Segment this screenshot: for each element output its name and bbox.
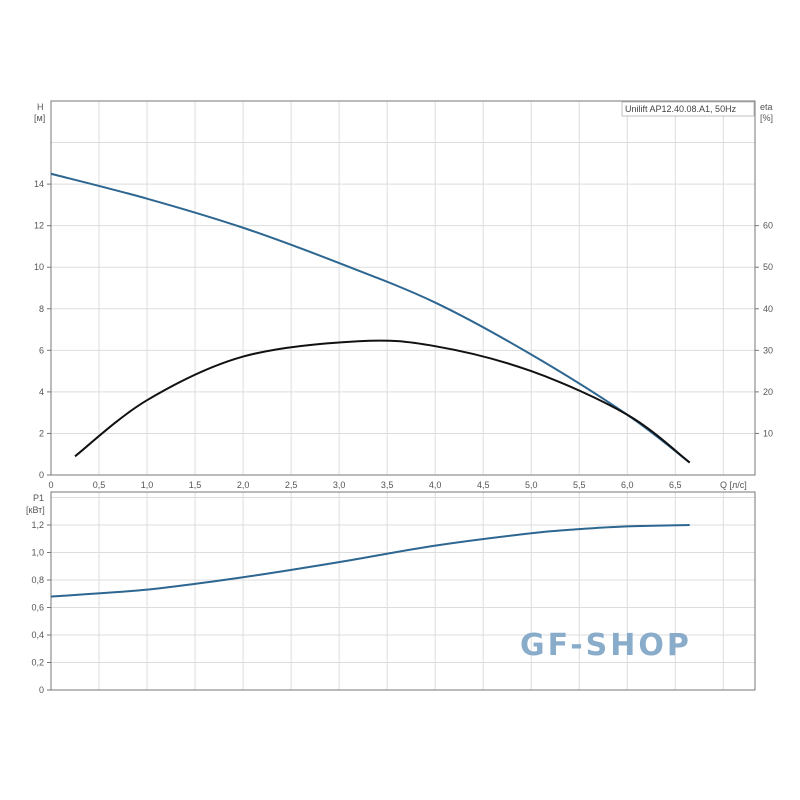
eta-curve xyxy=(74,339,691,464)
y-tick-label: 12 xyxy=(34,221,44,231)
y2-label: eta xyxy=(760,102,773,112)
p-unit: [кВт] xyxy=(26,505,45,515)
y-tick-label: 1,2 xyxy=(31,520,44,530)
chart-title: Unilift AP12.40.08.A1, 50Hz xyxy=(625,104,737,114)
y2-tick-label: 30 xyxy=(763,345,773,355)
y2-unit: [%] xyxy=(760,113,773,123)
H-curve xyxy=(50,172,691,464)
plot-frame xyxy=(50,491,756,691)
x-tick-label: 3,0 xyxy=(333,480,346,490)
x-tick-label: 4,0 xyxy=(429,480,442,490)
y2-tick-label: 60 xyxy=(763,221,773,231)
power-curve xyxy=(50,524,690,598)
watermark: GF-SHOP xyxy=(520,628,692,663)
x-tick-label: 5,0 xyxy=(525,480,538,490)
p-label: P1 xyxy=(33,493,44,503)
y-label: H xyxy=(37,102,44,112)
x-tick-label: 1,0 xyxy=(141,480,154,490)
x-tick-label: 5,5 xyxy=(573,480,586,490)
plot-frame xyxy=(50,100,756,476)
legend-box xyxy=(621,101,755,117)
y-unit: [м] xyxy=(34,113,45,123)
y-tick-label: 0,8 xyxy=(31,575,44,585)
x-tick-label: 6,0 xyxy=(621,480,634,490)
y-tick-label: 0 xyxy=(39,470,44,480)
y-tick-label: 1,0 xyxy=(31,548,44,558)
y-tick-label: 0,4 xyxy=(31,630,44,640)
y-tick-label: 0 xyxy=(39,685,44,695)
y-tick-label: 0,6 xyxy=(31,603,44,613)
x-tick-label: 4,5 xyxy=(477,480,490,490)
x-label: Q [л/с] xyxy=(720,480,747,490)
y-tick-label: 2 xyxy=(39,428,44,438)
y2-tick-label: 20 xyxy=(763,387,773,397)
x-tick-label: 1,5 xyxy=(189,480,202,490)
y-tick-label: 8 xyxy=(39,304,44,314)
y-tick-label: 4 xyxy=(39,387,44,397)
y2-tick-label: 40 xyxy=(763,304,773,314)
y2-tick-label: 50 xyxy=(763,262,773,272)
y-tick-label: 6 xyxy=(39,345,44,355)
x-tick-label: 3,5 xyxy=(381,480,394,490)
x-tick-label: 0,5 xyxy=(93,480,106,490)
x-tick-label: 0 xyxy=(48,480,53,490)
y-tick-label: 10 xyxy=(34,262,44,272)
y-tick-label: 14 xyxy=(34,179,44,189)
y2-tick-label: 10 xyxy=(763,428,773,438)
y-tick-label: 0,2 xyxy=(31,658,44,668)
x-tick-label: 6,5 xyxy=(669,480,682,490)
x-tick-label: 2,0 xyxy=(237,480,250,490)
x-tick-label: 2,5 xyxy=(285,480,298,490)
